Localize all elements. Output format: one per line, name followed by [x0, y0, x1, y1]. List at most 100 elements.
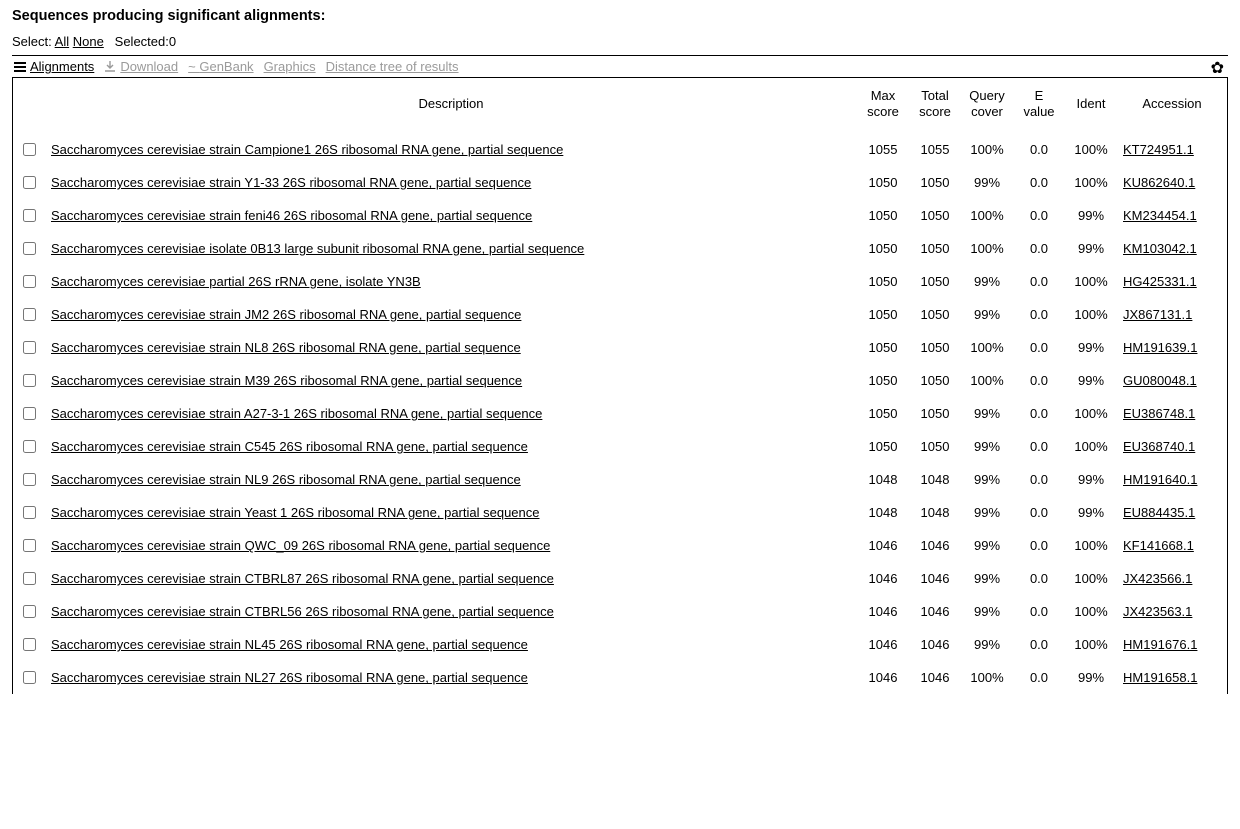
description-link[interactable]: Saccharomyces cerevisiae strain M39 26S …	[51, 373, 522, 388]
row-checkbox-cell	[13, 430, 45, 463]
row-checkbox-cell	[13, 166, 45, 199]
row-checkbox[interactable]	[23, 209, 36, 222]
description-link[interactable]: Saccharomyces cerevisiae strain QWC_09 2…	[51, 538, 550, 553]
accession-link[interactable]: KM234454.1	[1123, 208, 1197, 223]
description-link[interactable]: Saccharomyces cerevisiae strain C545 26S…	[51, 439, 528, 454]
description-link[interactable]: Saccharomyces cerevisiae strain A27-3-1 …	[51, 406, 542, 421]
col-e-value[interactable]: Evalue	[1013, 78, 1065, 133]
graphics-link[interactable]: Graphics	[264, 59, 316, 74]
description-link[interactable]: Saccharomyces cerevisiae strain NL8 26S …	[51, 340, 521, 355]
gear-icon[interactable]: ✿	[1211, 58, 1224, 78]
row-checkbox[interactable]	[23, 176, 36, 189]
accession-link[interactable]: HM191639.1	[1123, 340, 1197, 355]
row-e-value: 0.0	[1013, 628, 1065, 661]
row-accession-cell: KM103042.1	[1117, 232, 1227, 265]
row-e-value: 0.0	[1013, 199, 1065, 232]
row-query-cover: 99%	[961, 562, 1013, 595]
row-checkbox[interactable]	[23, 473, 36, 486]
accession-link[interactable]: KF141668.1	[1123, 538, 1194, 553]
row-total-score: 1050	[909, 331, 961, 364]
row-query-cover: 99%	[961, 166, 1013, 199]
row-checkbox[interactable]	[23, 506, 36, 519]
accession-link[interactable]: HM191658.1	[1123, 670, 1197, 685]
row-max-score: 1050	[857, 166, 909, 199]
col-ident[interactable]: Ident	[1065, 78, 1117, 133]
row-checkbox[interactable]	[23, 605, 36, 618]
row-checkbox[interactable]	[23, 308, 36, 321]
description-link[interactable]: Saccharomyces cerevisiae strain NL9 26S …	[51, 472, 521, 487]
accession-link[interactable]: GU080048.1	[1123, 373, 1197, 388]
row-ident: 99%	[1065, 463, 1117, 496]
row-checkbox-cell	[13, 331, 45, 364]
toolbar-sep-1: ~	[188, 59, 199, 74]
alignments-link[interactable]: Alignments	[30, 59, 94, 74]
table-row: Saccharomyces cerevisiae strain NL8 26S …	[13, 331, 1227, 364]
table-row: Saccharomyces cerevisiae strain C545 26S…	[13, 430, 1227, 463]
col-accession[interactable]: Accession	[1117, 78, 1227, 133]
row-checkbox[interactable]	[23, 407, 36, 420]
row-ident: 100%	[1065, 133, 1117, 166]
accession-link[interactable]: HM191640.1	[1123, 472, 1197, 487]
description-link[interactable]: Saccharomyces cerevisiae strain NL45 26S…	[51, 637, 528, 652]
accession-link[interactable]: KM103042.1	[1123, 241, 1197, 256]
description-link[interactable]: Saccharomyces cerevisiae isolate 0B13 la…	[51, 241, 584, 256]
distance-tree-link[interactable]: Distance tree of results	[326, 59, 459, 74]
table-row: Saccharomyces cerevisiae strain QWC_09 2…	[13, 529, 1227, 562]
row-query-cover: 99%	[961, 529, 1013, 562]
col-total-score[interactable]: Totalscore	[909, 78, 961, 133]
row-description-cell: Saccharomyces cerevisiae strain NL27 26S…	[45, 661, 857, 694]
row-checkbox[interactable]	[23, 440, 36, 453]
row-query-cover: 100%	[961, 133, 1013, 166]
description-link[interactable]: Saccharomyces cerevisiae strain Campione…	[51, 142, 563, 157]
row-checkbox[interactable]	[23, 341, 36, 354]
row-checkbox[interactable]	[23, 572, 36, 585]
row-max-score: 1046	[857, 529, 909, 562]
accession-link[interactable]: EU884435.1	[1123, 505, 1195, 520]
row-checkbox[interactable]	[23, 638, 36, 651]
accession-link[interactable]: KU862640.1	[1123, 175, 1195, 190]
description-link[interactable]: Saccharomyces cerevisiae strain feni46 2…	[51, 208, 532, 223]
description-link[interactable]: Saccharomyces cerevisiae strain CTBRL87 …	[51, 571, 554, 586]
select-none-link[interactable]: None	[73, 34, 104, 49]
results-table: Description Maxscore Totalscore Querycov…	[13, 78, 1227, 694]
row-accession-cell: EU884435.1	[1117, 496, 1227, 529]
row-ident: 99%	[1065, 232, 1117, 265]
accession-link[interactable]: JX423566.1	[1123, 571, 1192, 586]
accession-link[interactable]: EU386748.1	[1123, 406, 1195, 421]
row-checkbox[interactable]	[23, 275, 36, 288]
row-e-value: 0.0	[1013, 265, 1065, 298]
accession-link[interactable]: KT724951.1	[1123, 142, 1194, 157]
description-link[interactable]: Saccharomyces cerevisiae strain Yeast 1 …	[51, 505, 540, 520]
description-link[interactable]: Saccharomyces cerevisiae strain CTBRL56 …	[51, 604, 554, 619]
alignments-icon	[14, 61, 26, 73]
col-max-score[interactable]: Maxscore	[857, 78, 909, 133]
col-query-cover[interactable]: Querycover	[961, 78, 1013, 133]
row-total-score: 1050	[909, 166, 961, 199]
accession-link[interactable]: JX423563.1	[1123, 604, 1192, 619]
description-link[interactable]: Saccharomyces cerevisiae partial 26S rRN…	[51, 274, 421, 289]
description-link[interactable]: Saccharomyces cerevisiae strain Y1-33 26…	[51, 175, 531, 190]
genbank-link[interactable]: GenBank	[199, 59, 253, 74]
accession-link[interactable]: JX867131.1	[1123, 307, 1192, 322]
row-max-score: 1050	[857, 364, 909, 397]
download-link[interactable]: Download	[120, 59, 178, 74]
row-description-cell: Saccharomyces cerevisiae strain QWC_09 2…	[45, 529, 857, 562]
row-accession-cell: EU386748.1	[1117, 397, 1227, 430]
description-link[interactable]: Saccharomyces cerevisiae strain JM2 26S …	[51, 307, 521, 322]
accession-link[interactable]: HG425331.1	[1123, 274, 1197, 289]
col-description: Description	[45, 78, 857, 133]
accession-link[interactable]: EU368740.1	[1123, 439, 1195, 454]
accession-link[interactable]: HM191676.1	[1123, 637, 1197, 652]
table-row: Saccharomyces cerevisiae strain feni46 2…	[13, 199, 1227, 232]
row-max-score: 1046	[857, 661, 909, 694]
row-accession-cell: EU368740.1	[1117, 430, 1227, 463]
row-checkbox[interactable]	[23, 374, 36, 387]
row-checkbox[interactable]	[23, 242, 36, 255]
row-checkbox[interactable]	[23, 671, 36, 684]
row-query-cover: 99%	[961, 397, 1013, 430]
description-link[interactable]: Saccharomyces cerevisiae strain NL27 26S…	[51, 670, 528, 685]
row-checkbox[interactable]	[23, 539, 36, 552]
row-checkbox[interactable]	[23, 143, 36, 156]
row-max-score: 1050	[857, 397, 909, 430]
select-all-link[interactable]: All	[55, 34, 69, 49]
